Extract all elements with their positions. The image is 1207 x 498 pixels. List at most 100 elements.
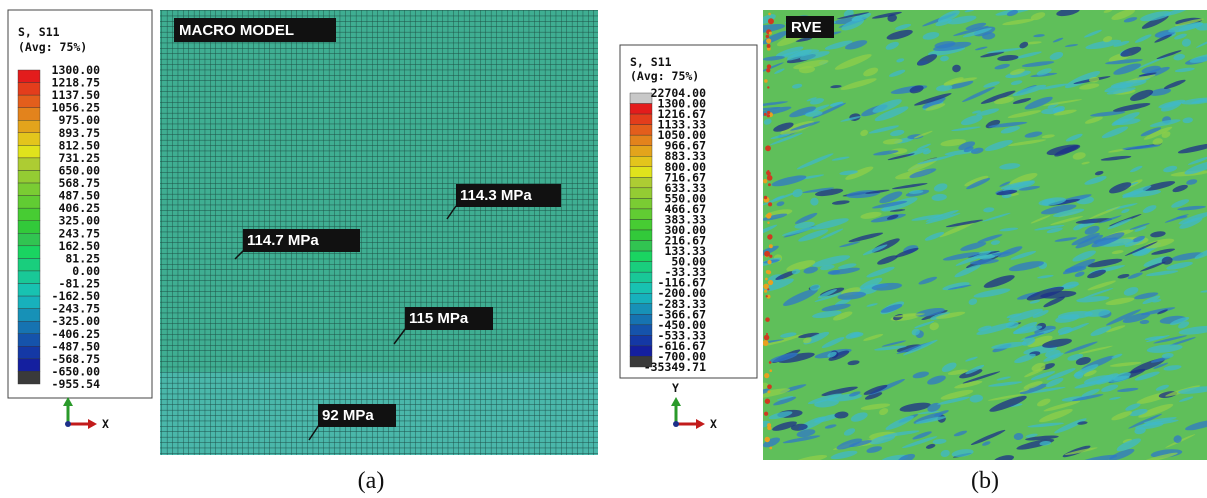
- caption: (b): [971, 468, 999, 494]
- rve-edge-spot: [765, 317, 770, 322]
- rve-edge-spot: [766, 270, 770, 274]
- legend-band: [630, 156, 652, 167]
- rve-edge-spot: [768, 18, 774, 24]
- rve-edge-spot: [763, 179, 767, 183]
- legend-title: S, S11: [630, 55, 672, 69]
- legend-band: [630, 283, 652, 294]
- legend-band: [630, 346, 652, 357]
- rve-edge-spot: [769, 369, 772, 372]
- legend-band: [18, 359, 40, 372]
- legend-band: [18, 145, 40, 158]
- rve-edge-spot: [764, 335, 769, 340]
- axis-triad: Y X: [671, 381, 717, 431]
- legend-band: [630, 335, 652, 346]
- legend-band: [18, 284, 40, 297]
- legend-band: [18, 309, 40, 322]
- legend-band: [18, 120, 40, 133]
- legend-level: -35349.71: [644, 360, 706, 374]
- rve-edge-spot: [767, 390, 770, 393]
- legend-band: [18, 271, 40, 284]
- legend-band: [630, 114, 652, 125]
- legend-band: [630, 325, 652, 336]
- legend-band: [630, 125, 652, 136]
- rve-edge-spot: [767, 170, 769, 172]
- rve-edge-spot: [768, 234, 772, 238]
- legend-band: [18, 246, 40, 259]
- caption: (a): [358, 468, 385, 494]
- rve-edge-spot: [767, 384, 772, 389]
- legend-title: S, S11: [18, 25, 60, 39]
- legend-band: [630, 146, 652, 157]
- legend-band: [18, 208, 40, 221]
- image-label: RVE: [791, 19, 822, 36]
- rve-edge-spot: [767, 175, 773, 181]
- rve-edge-spot: [764, 113, 767, 116]
- legend-band: [18, 108, 40, 121]
- rve-edge-spot: [767, 64, 771, 68]
- legend-band: [18, 95, 40, 108]
- rve-edge-spot: [767, 213, 771, 217]
- legend-band: [18, 83, 40, 96]
- legend-band: [18, 258, 40, 271]
- legend-band: [630, 167, 652, 178]
- legend-band: [630, 251, 652, 262]
- rve-edge-spot: [767, 288, 769, 290]
- figure: S, S11 (Avg: 75%) 1300.001218.751137.501…: [0, 0, 1207, 498]
- rve-edge-spot: [769, 32, 772, 35]
- legend-subtitle: (Avg: 75%): [18, 40, 87, 54]
- legend-band: [630, 209, 652, 220]
- legend-band: [18, 183, 40, 196]
- rve-edge-spot: [769, 447, 772, 450]
- rve-edge-spot: [769, 244, 773, 248]
- legend-subtitle: (Avg: 75%): [630, 69, 699, 83]
- legend-band: [630, 177, 652, 188]
- rve-edge-spot: [767, 260, 771, 264]
- axis-triad: X: [63, 397, 109, 431]
- annotation-text: 114.7 MPa: [247, 232, 319, 249]
- legend-band: [630, 93, 652, 104]
- rve-edge-spot: [766, 38, 771, 43]
- legend-band: [630, 314, 652, 325]
- legend-band: [630, 104, 652, 115]
- rve-edge-spot: [765, 399, 770, 404]
- legend-bar: 1300.001218.751137.501056.25975.00893.75…: [18, 63, 100, 391]
- rve-edge-spot: [766, 68, 770, 72]
- rve-edge-spot: [767, 222, 769, 224]
- triad-y-label: Y: [672, 381, 679, 395]
- rve-edge-spot: [764, 373, 769, 378]
- rve-edge-spot: [767, 114, 770, 117]
- rve-edge-spot: [768, 280, 773, 285]
- legend-band: [630, 219, 652, 230]
- legend-band: [18, 196, 40, 209]
- rve-edge-spot: [765, 437, 770, 442]
- legend-band: [630, 293, 652, 304]
- legend-band: [630, 272, 652, 283]
- rve-edge-spot: [765, 145, 771, 151]
- rve-edge-spot: [767, 86, 769, 88]
- legend-bar: 22704.001300.001216.671133.331050.00966.…: [630, 86, 706, 374]
- legend-band: [18, 371, 40, 384]
- rve-edge-spot: [768, 183, 771, 186]
- legend-band: [18, 221, 40, 234]
- rve-edge-spot: [765, 278, 768, 281]
- annotation-text: 92 MPa: [322, 407, 374, 424]
- legend-band: [18, 233, 40, 246]
- annotation-text: 114.3 MPa: [460, 187, 532, 204]
- legend-band: [630, 241, 652, 252]
- legend-level: -955.54: [52, 377, 101, 391]
- legend-band: [18, 346, 40, 359]
- rve-edge-spot: [768, 202, 772, 206]
- legend-band: [18, 321, 40, 334]
- legend-band: [18, 296, 40, 309]
- legend-band: [18, 334, 40, 347]
- rve-edge-spot: [769, 361, 772, 364]
- legend-band: [18, 158, 40, 171]
- image-label: MACRO MODEL: [179, 22, 294, 39]
- triad-x-label: X: [710, 417, 717, 431]
- rve-edge-spot: [764, 412, 768, 416]
- rve-edge-spot: [764, 289, 767, 292]
- legend-band: [18, 70, 40, 83]
- rve-edge-spot: [766, 333, 768, 335]
- rve-edge-spot: [768, 13, 771, 16]
- annotation-text: 115 MPa: [409, 310, 469, 327]
